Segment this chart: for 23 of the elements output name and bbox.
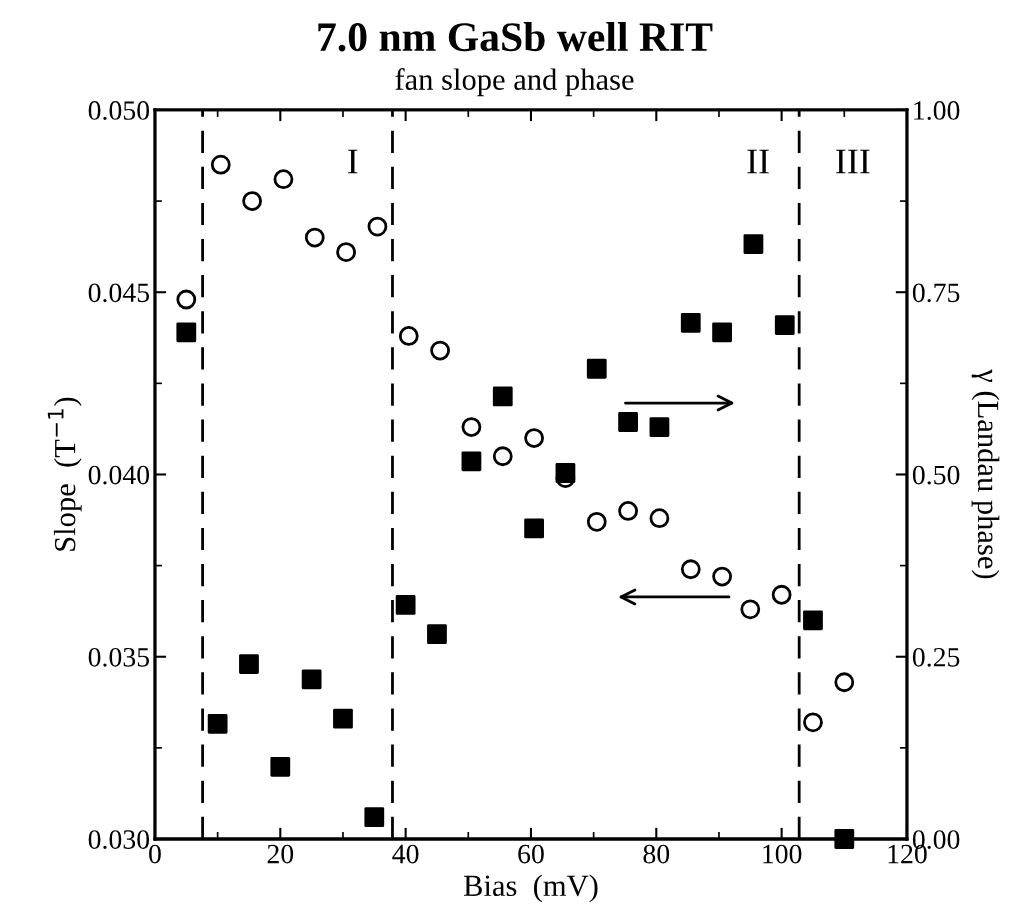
y-tick-label: 0.050 — [88, 101, 150, 120]
y2-tick-label: 0.75 — [912, 283, 960, 303]
x-tick-label: 60 — [518, 844, 544, 864]
annotation: III — [836, 149, 870, 174]
x-axis-title: Bias (mV) — [463, 874, 598, 903]
chart-title: 7.0 nm GaSb well RIT — [318, 21, 713, 52]
x-tick-label: 100 — [763, 844, 802, 864]
y-tick-label: 0.030 — [88, 830, 150, 850]
chart-subtitle: fan slope and phase — [395, 68, 634, 97]
y2-axis-title: γ (Landau phase) — [971, 369, 1000, 579]
y2-tick-label: 0.50 — [912, 465, 960, 485]
y-tick-label: 0.035 — [88, 647, 150, 667]
x-tick-label: 40 — [392, 844, 419, 864]
y2-tick-label: 0.25 — [912, 647, 960, 667]
y-tick-label: 0.045 — [88, 283, 150, 303]
x-tick-label: 0 — [149, 844, 161, 864]
x-tick-label: 20 — [267, 844, 294, 864]
y2-tick-label: 1.00 — [914, 101, 960, 120]
annotation: I — [348, 149, 358, 174]
annotation: II — [747, 149, 769, 174]
y-tick-label: 0.040 — [88, 465, 150, 485]
x-tick-label: 80 — [643, 844, 670, 864]
y-axis-title: Slope (T$^{−1}$) — [47, 397, 82, 551]
